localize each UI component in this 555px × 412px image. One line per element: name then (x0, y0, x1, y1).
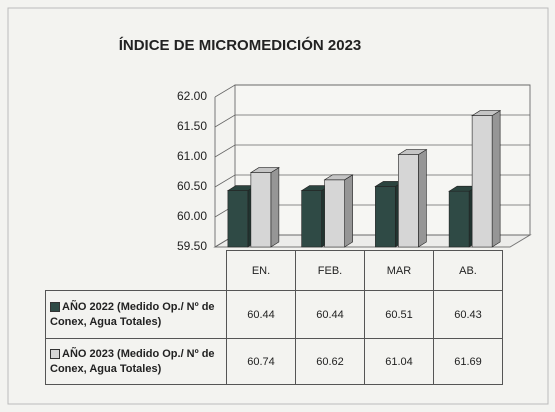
y-tick-label: 61.00 (177, 149, 207, 163)
bar-front (471, 115, 493, 248)
bar-top (397, 149, 428, 155)
table-value: 60.44 (295, 290, 365, 339)
bar (249, 167, 280, 248)
table-value: 60.62 (295, 338, 365, 385)
legend-swatch (50, 301, 60, 312)
bar-top (471, 110, 502, 116)
table-value: 60.74 (226, 338, 296, 385)
chart-title: ÍNDICE DE MICROMEDICIÓN 2023 (119, 36, 362, 54)
bar-side (344, 174, 353, 248)
y-tick-label: 60.50 (177, 179, 207, 193)
legend-label: AÑO 2022 (Medido Op./ Nº de Conex, Agua … (50, 300, 215, 328)
frame (7, 7, 549, 405)
bar-front (250, 172, 272, 248)
bar-side (270, 167, 280, 248)
bar-front (448, 190, 470, 248)
data-table: EN. FEB. MAR AB. AÑO 2022 (Medido Op./ Nº d… (45, 250, 503, 385)
bar-side (491, 110, 501, 248)
bar-top (323, 174, 354, 181)
bar-front (375, 186, 396, 248)
bar-front (324, 179, 345, 248)
bar-front (398, 154, 419, 248)
table-value: 60.44 (226, 290, 296, 339)
bar-front (227, 190, 249, 248)
bar (323, 174, 354, 248)
legend-label: AÑO 2023 (Medido Op./ Nº de Conex, Agua … (50, 347, 215, 375)
legend-entry: AÑO 2022 (Medido Op./ Nº de Conex, Agua … (45, 290, 227, 339)
bar-side (418, 149, 427, 248)
bar-front (301, 190, 322, 248)
table-value: 60.51 (364, 290, 434, 339)
x-tick-label: FEB. (295, 250, 365, 291)
y-tick-label: 62.00 (177, 89, 207, 103)
x-tick-label: EN. (226, 250, 296, 291)
grid-line (214, 114, 530, 128)
table-value: 60.43 (433, 290, 503, 339)
grid-line (214, 174, 530, 188)
x-tick-label: AB. (433, 250, 503, 291)
grid-line (214, 84, 530, 98)
y-tick-label: 60.00 (177, 209, 207, 223)
x-tick-label: MAR (364, 250, 434, 291)
y-tick-label: 59.50 (177, 239, 207, 253)
bar (397, 149, 428, 248)
bar (471, 110, 502, 248)
grid-line (214, 144, 530, 158)
legend-entry: AÑO 2023 (Medido Op./ Nº de Conex, Agua … (45, 338, 227, 385)
bar-top (249, 167, 280, 173)
table-value: 61.04 (364, 338, 434, 385)
legend-swatch (50, 348, 60, 359)
y-tick-label: 61.50 (177, 119, 207, 133)
table-value: 61.69 (433, 338, 503, 385)
